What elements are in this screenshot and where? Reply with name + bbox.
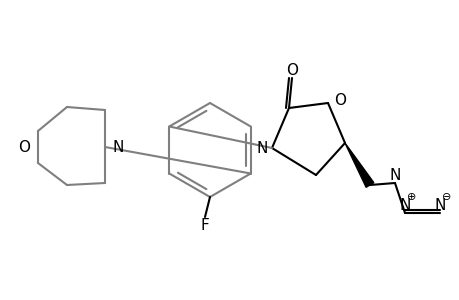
Text: N: N <box>388 167 400 182</box>
Text: ⊖: ⊖ <box>442 192 451 202</box>
Polygon shape <box>344 143 373 187</box>
Text: O: O <box>333 92 345 107</box>
Text: N: N <box>256 140 267 155</box>
Text: N: N <box>433 197 445 212</box>
Text: O: O <box>285 62 297 77</box>
Text: O: O <box>18 140 30 154</box>
Text: F: F <box>200 218 209 232</box>
Text: ⊕: ⊕ <box>406 192 416 202</box>
Text: N: N <box>112 140 123 154</box>
Text: N: N <box>398 197 410 212</box>
